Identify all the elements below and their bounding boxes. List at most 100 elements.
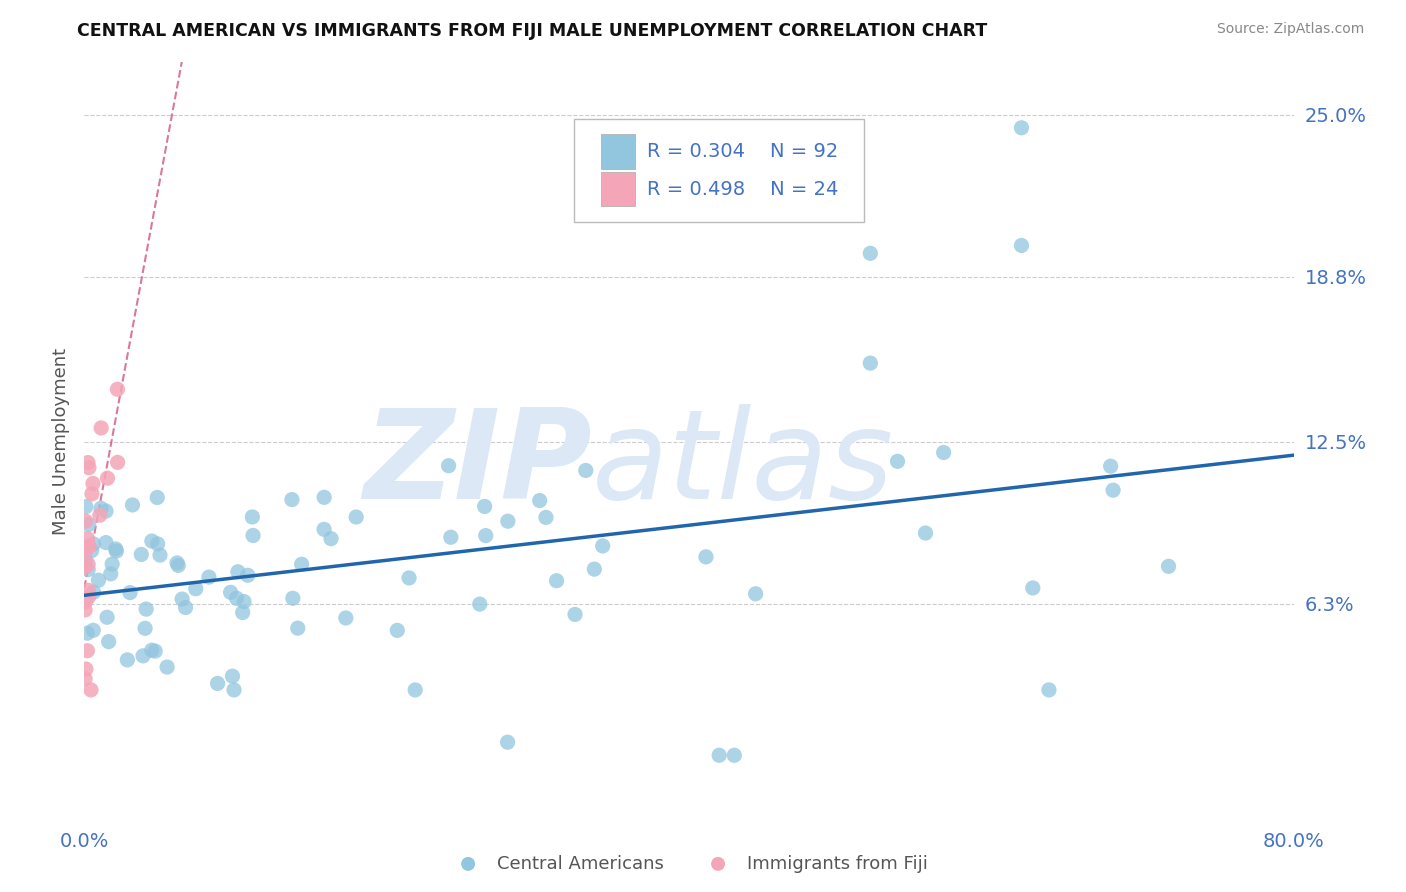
Point: [207, 676, 229, 690]
Point: [75, 500, 97, 514]
Point: [166, 556, 188, 570]
Point: [723, 748, 745, 763]
Text: CENTRAL AMERICAN VS IMMIGRANTS FROM FIJI MALE UNEMPLOYMENT CORRELATION CHART: CENTRAL AMERICAN VS IMMIGRANTS FROM FIJI…: [77, 22, 987, 40]
Point: [117, 653, 139, 667]
Point: [319, 532, 342, 546]
Point: [1102, 483, 1125, 498]
Point: [75, 553, 97, 567]
Point: [344, 510, 367, 524]
Point: [129, 548, 152, 562]
Point: [134, 621, 156, 635]
Point: [107, 455, 129, 469]
Point: [146, 491, 169, 505]
Point: [89, 508, 111, 523]
Point: [496, 735, 519, 749]
Point: [76, 643, 98, 657]
Point: [174, 600, 197, 615]
Point: [546, 574, 568, 588]
Point: [104, 541, 127, 556]
Point: [76, 532, 98, 546]
Point: [149, 548, 172, 562]
Point: [77, 460, 100, 475]
Point: [198, 570, 221, 584]
Point: [398, 571, 420, 585]
Point: [312, 522, 335, 536]
FancyBboxPatch shape: [600, 172, 634, 206]
Point: [314, 491, 336, 505]
Text: ZIP: ZIP: [364, 404, 592, 524]
Point: [101, 557, 124, 571]
Point: [121, 498, 143, 512]
Point: [77, 456, 100, 470]
Point: [77, 590, 100, 604]
Point: [583, 562, 606, 576]
Point: [77, 558, 100, 572]
Point: [96, 471, 118, 485]
Point: [146, 537, 169, 551]
Point: [80, 543, 103, 558]
Point: [534, 510, 557, 524]
Point: [75, 560, 97, 574]
Point: [77, 517, 100, 532]
Point: [83, 585, 105, 599]
Point: [709, 748, 731, 763]
Point: [281, 492, 304, 507]
Point: [387, 624, 409, 638]
Point: [291, 558, 314, 572]
Point: [141, 534, 163, 549]
Point: [76, 626, 98, 640]
Point: [592, 539, 614, 553]
Point: [105, 544, 128, 558]
Point: [529, 493, 551, 508]
Point: [496, 514, 519, 528]
Point: [75, 514, 97, 528]
Point: [222, 682, 245, 697]
Point: [94, 504, 117, 518]
Point: [75, 603, 97, 617]
Point: [859, 356, 882, 370]
Point: [474, 528, 496, 542]
Point: [474, 500, 496, 514]
Point: [75, 595, 97, 609]
Point: [82, 476, 104, 491]
Point: [335, 611, 357, 625]
Point: [75, 662, 97, 676]
Point: [80, 682, 103, 697]
Point: [1157, 559, 1180, 574]
Point: [135, 602, 157, 616]
Text: Source: ZipAtlas.com: Source: ZipAtlas.com: [1216, 22, 1364, 37]
Point: [141, 643, 163, 657]
Point: [94, 535, 117, 549]
Point: [143, 644, 166, 658]
Point: [575, 463, 598, 477]
Point: [287, 621, 309, 635]
Point: [77, 540, 100, 554]
Point: [77, 539, 100, 553]
Point: [82, 537, 104, 551]
Point: [221, 669, 243, 683]
Point: [107, 382, 129, 396]
Point: [437, 458, 460, 473]
Point: [80, 487, 103, 501]
Point: [90, 421, 112, 435]
Y-axis label: Male Unemployment: Male Unemployment: [52, 348, 70, 535]
Legend: Central Americans, Immigrants from Fiji: Central Americans, Immigrants from Fiji: [443, 847, 935, 880]
Point: [226, 565, 249, 579]
Point: [82, 624, 104, 638]
Point: [281, 591, 304, 606]
Point: [132, 648, 155, 663]
Point: [87, 573, 110, 587]
Point: [96, 610, 118, 624]
Point: [240, 510, 263, 524]
Point: [1022, 581, 1045, 595]
Point: [564, 607, 586, 622]
Point: [75, 672, 97, 686]
FancyBboxPatch shape: [600, 135, 634, 169]
Point: [184, 582, 207, 596]
Point: [886, 454, 908, 468]
Point: [90, 501, 112, 516]
Point: [859, 246, 882, 260]
Point: [1038, 682, 1060, 697]
Point: [236, 568, 259, 582]
Point: [932, 445, 955, 459]
